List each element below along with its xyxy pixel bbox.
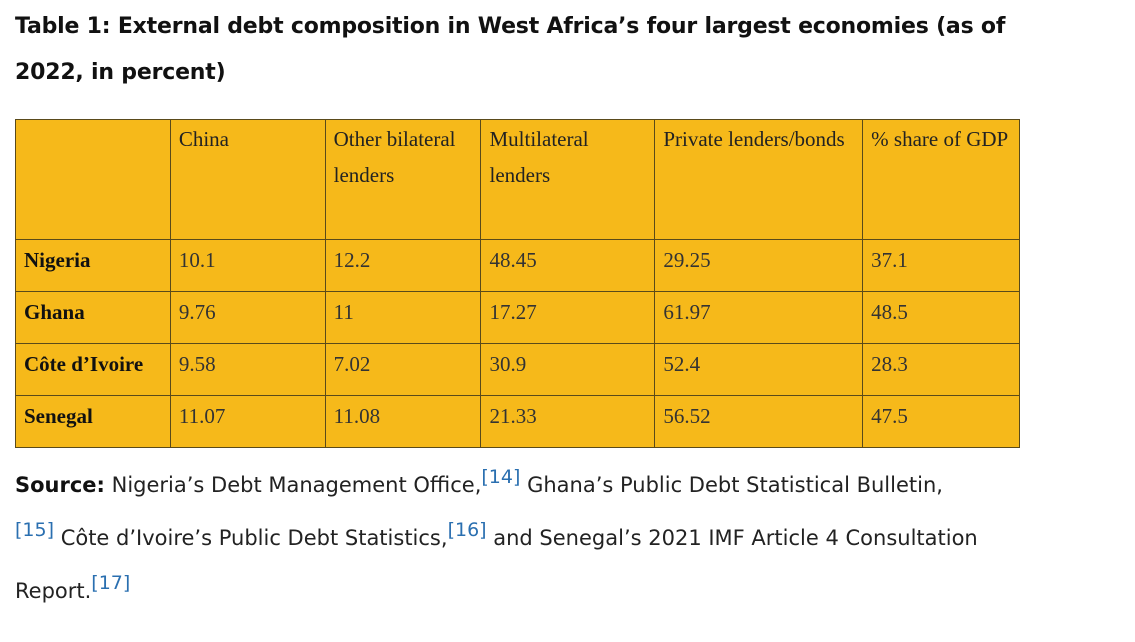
cell-private: 61.97 — [654, 291, 864, 344]
table-row: Côte d’Ivoire 9.58 7.02 30.9 52.4 28.3 — [15, 343, 1020, 396]
source-note: Source: Nigeria’s Debt Management Office… — [15, 459, 1045, 618]
cell-multilateral: 21.33 — [480, 395, 656, 448]
table-row: Nigeria 10.1 12.2 48.45 29.25 37.1 — [15, 239, 1020, 292]
debt-composition-table: China Other bilateral lenders Multilater… — [15, 119, 1020, 448]
source-text-3: Côte d’Ivoire’s Public Debt Statistics, — [54, 526, 448, 550]
cell-gdp-share: 48.5 — [862, 291, 1020, 344]
table-row: Ghana 9.76 11 17.27 61.97 48.5 — [15, 291, 1020, 344]
cell-other-bilateral: 7.02 — [324, 343, 482, 396]
cell-multilateral: 17.27 — [480, 291, 656, 344]
cell-gdp-share: 28.3 — [862, 343, 1020, 396]
cell-multilateral: 30.9 — [480, 343, 656, 396]
cell-china: 9.76 — [169, 291, 326, 344]
header-cell-private: Private lenders/bonds — [654, 119, 864, 240]
cell-china: 9.58 — [169, 343, 326, 396]
cell-other-bilateral: 11.08 — [324, 395, 482, 448]
row-country: Côte d’Ivoire — [15, 343, 171, 396]
cell-china: 10.1 — [169, 239, 326, 292]
row-country: Ghana — [15, 291, 171, 344]
cell-china: 11.07 — [169, 395, 326, 448]
cell-other-bilateral: 12.2 — [324, 239, 482, 292]
header-cell-other-bilateral: Other bilateral lenders — [324, 119, 482, 240]
table-row: Senegal 11.07 11.08 21.33 56.52 47.5 — [15, 395, 1020, 448]
source-label: Source: — [15, 473, 105, 497]
table-title: Table 1: External debt composition in We… — [15, 14, 1006, 85]
footnote-link-16[interactable]: [16] — [447, 519, 487, 541]
header-cell-gdp-share: % share of GDP — [862, 119, 1020, 240]
footnote-link-15[interactable]: [15] — [15, 519, 55, 541]
cell-other-bilateral: 11 — [324, 291, 482, 344]
source-text-2: Ghana’s Public Debt Statistical Bulletin… — [520, 473, 943, 497]
cell-multilateral: 48.45 — [480, 239, 656, 292]
source-text-1: Nigeria’s Debt Management Office, — [104, 473, 482, 497]
header-cell-empty — [15, 119, 171, 240]
header-cell-china: China — [169, 119, 326, 240]
cell-private: 52.4 — [654, 343, 864, 396]
cell-private: 56.52 — [654, 395, 864, 448]
table-header-row: China Other bilateral lenders Multilater… — [15, 119, 1020, 240]
cell-private: 29.25 — [654, 239, 864, 292]
row-country: Nigeria — [15, 239, 171, 292]
row-country: Senegal — [15, 395, 171, 448]
cell-gdp-share: 37.1 — [862, 239, 1020, 292]
cell-gdp-share: 47.5 — [862, 395, 1020, 448]
source-text-4: and Senegal’s 2021 IMF Article 4 Consult… — [15, 526, 978, 603]
footnote-link-17[interactable]: [17] — [91, 572, 131, 594]
footnote-link-14[interactable]: [14] — [481, 466, 521, 488]
header-cell-multilateral: Multilateral lenders — [480, 119, 656, 240]
